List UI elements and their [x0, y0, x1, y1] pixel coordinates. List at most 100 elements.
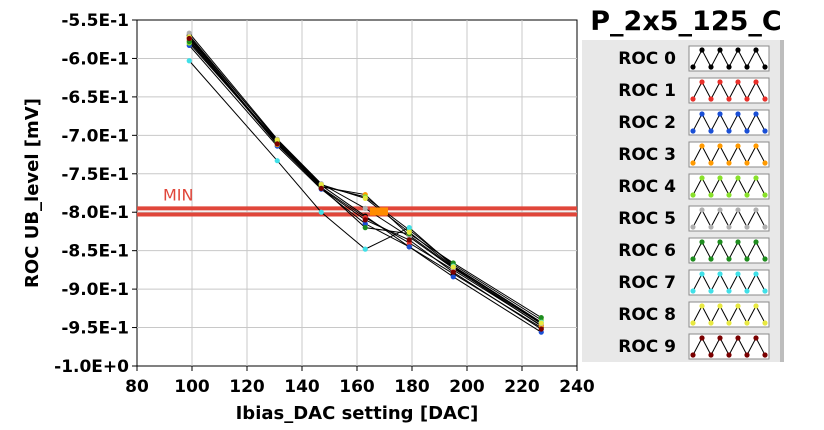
legend-marker-roc-0 — [690, 64, 696, 70]
data-point-roc-8 — [406, 229, 412, 235]
legend-marker-roc-6 — [762, 256, 768, 262]
y-tick-label: -9.0E-1 — [61, 280, 129, 300]
legend-label-roc-0: ROC 0 — [618, 49, 676, 69]
legend-marker-roc-3 — [744, 160, 750, 166]
legend-marker-roc-1 — [708, 96, 714, 102]
legend-marker-roc-4 — [735, 175, 741, 181]
x-tick-label: 160 — [339, 377, 375, 397]
data-point-roc-2 — [362, 221, 368, 227]
legend-marker-roc-8 — [735, 303, 741, 309]
legend-marker-roc-4 — [753, 175, 759, 181]
target-marker — [370, 207, 388, 216]
legend-marker-roc-1 — [699, 79, 705, 85]
data-point-roc-9 — [318, 185, 324, 191]
legend-marker-roc-5 — [726, 224, 732, 230]
x-tick-label: 240 — [559, 377, 595, 397]
legend-marker-roc-4 — [690, 192, 696, 198]
legend-marker-roc-5 — [753, 207, 759, 213]
y-axis-ticks: -5.5E-1 -6.0E-1 -6.5E-1 -7.0E-1 -7.5E-1 -8.0E… — [54, 11, 137, 377]
legend-marker-roc-8 — [726, 320, 732, 326]
min-label: MIN — [163, 185, 194, 204]
legend-marker-roc-9 — [726, 352, 732, 358]
data-point-roc-7 — [362, 246, 368, 252]
legend-marker-roc-3 — [735, 143, 741, 149]
legend-marker-roc-2 — [726, 128, 732, 134]
legend-marker-roc-8 — [699, 303, 705, 309]
x-tick-label: 140 — [284, 377, 320, 397]
legend-marker-roc-0 — [726, 64, 732, 70]
data-point-roc-8 — [362, 195, 368, 201]
x-tick-label: 80 — [125, 377, 149, 397]
legend-marker-roc-5 — [735, 207, 741, 213]
legend-marker-roc-5 — [690, 224, 696, 230]
x-axis-ticks: 80 100 120 140 160 180 200 220 240 — [125, 366, 595, 397]
x-tick-label: 220 — [504, 377, 540, 397]
data-point-roc-9 — [450, 269, 456, 275]
legend-label-roc-8: ROC 8 — [618, 305, 676, 325]
data-point-roc-8 — [318, 181, 324, 188]
legend-marker-roc-2 — [699, 111, 705, 117]
legend-marker-roc-8 — [717, 303, 723, 309]
x-axis-label: Ibias_DAC setting [DAC] — [236, 403, 479, 424]
legend-marker-roc-4 — [717, 175, 723, 181]
legend-marker-roc-9 — [708, 352, 714, 358]
y-tick-label: -7.0E-1 — [61, 126, 129, 146]
data-point-roc-8 — [450, 264, 456, 270]
y-axis-label: ROC UB_level [mV] — [22, 98, 43, 288]
legend-marker-roc-0 — [708, 64, 714, 70]
legend-marker-roc-1 — [735, 79, 741, 85]
legend-marker-roc-3 — [753, 143, 759, 149]
legend-marker-roc-4 — [762, 192, 768, 198]
legend-marker-roc-4 — [744, 192, 750, 198]
legend-marker-roc-7 — [726, 288, 732, 294]
legend-marker-roc-9 — [744, 352, 750, 358]
legend-marker-roc-0 — [762, 64, 768, 70]
legend-marker-roc-6 — [690, 256, 696, 262]
legend-marker-roc-7 — [708, 288, 714, 294]
chart-title: P_2x5_125_C — [590, 6, 781, 37]
y-tick-label: -6.0E-1 — [61, 49, 129, 69]
legend-panel-shadow — [780, 40, 784, 362]
legend-label-roc-5: ROC 5 — [618, 209, 676, 229]
y-tick-label: -9.5E-1 — [61, 319, 129, 339]
legend-marker-roc-7 — [753, 271, 759, 277]
legend-marker-roc-8 — [753, 303, 759, 309]
y-tick-label: -1.0E+0 — [54, 357, 129, 377]
legend-marker-roc-3 — [708, 160, 714, 166]
legend-marker-roc-9 — [735, 335, 741, 341]
legend-label-roc-1: ROC 1 — [618, 81, 676, 101]
grid — [137, 20, 577, 366]
data-point-roc-7 — [186, 58, 192, 64]
y-tick-label: -8.0E-1 — [61, 203, 129, 223]
legend-label-roc-4: ROC 4 — [618, 177, 676, 197]
legend-marker-roc-8 — [744, 320, 750, 326]
legend-label-roc-3: ROC 3 — [618, 145, 676, 165]
legend-marker-roc-2 — [735, 111, 741, 117]
legend-marker-roc-2 — [708, 128, 714, 134]
data-point-roc-9 — [274, 141, 280, 147]
legend-label-roc-7: ROC 7 — [618, 273, 676, 293]
legend-marker-roc-2 — [762, 128, 768, 134]
legend-marker-roc-9 — [717, 335, 723, 341]
data-point-roc-6 — [538, 314, 544, 321]
legend-marker-roc-2 — [744, 128, 750, 134]
x-tick-label: 100 — [174, 377, 210, 397]
legend-marker-roc-4 — [708, 192, 714, 198]
legend-label-roc-6: ROC 6 — [618, 241, 676, 261]
legend-marker-roc-6 — [717, 239, 723, 245]
legend-marker-roc-3 — [726, 160, 732, 166]
legend-marker-roc-6 — [708, 256, 714, 262]
legend-marker-roc-6 — [753, 239, 759, 245]
data-point-roc-6 — [362, 225, 368, 231]
legend-marker-roc-9 — [762, 352, 768, 358]
legend-marker-roc-5 — [717, 207, 723, 213]
legend-label-roc-9: ROC 9 — [618, 337, 676, 357]
legend-marker-roc-5 — [744, 224, 750, 230]
legend-marker-roc-5 — [708, 224, 714, 230]
legend-marker-roc-7 — [690, 288, 696, 294]
legend-marker-roc-1 — [762, 96, 768, 102]
legend-marker-roc-1 — [726, 96, 732, 102]
data-point-roc-9 — [362, 217, 368, 223]
legend-marker-roc-3 — [717, 143, 723, 149]
